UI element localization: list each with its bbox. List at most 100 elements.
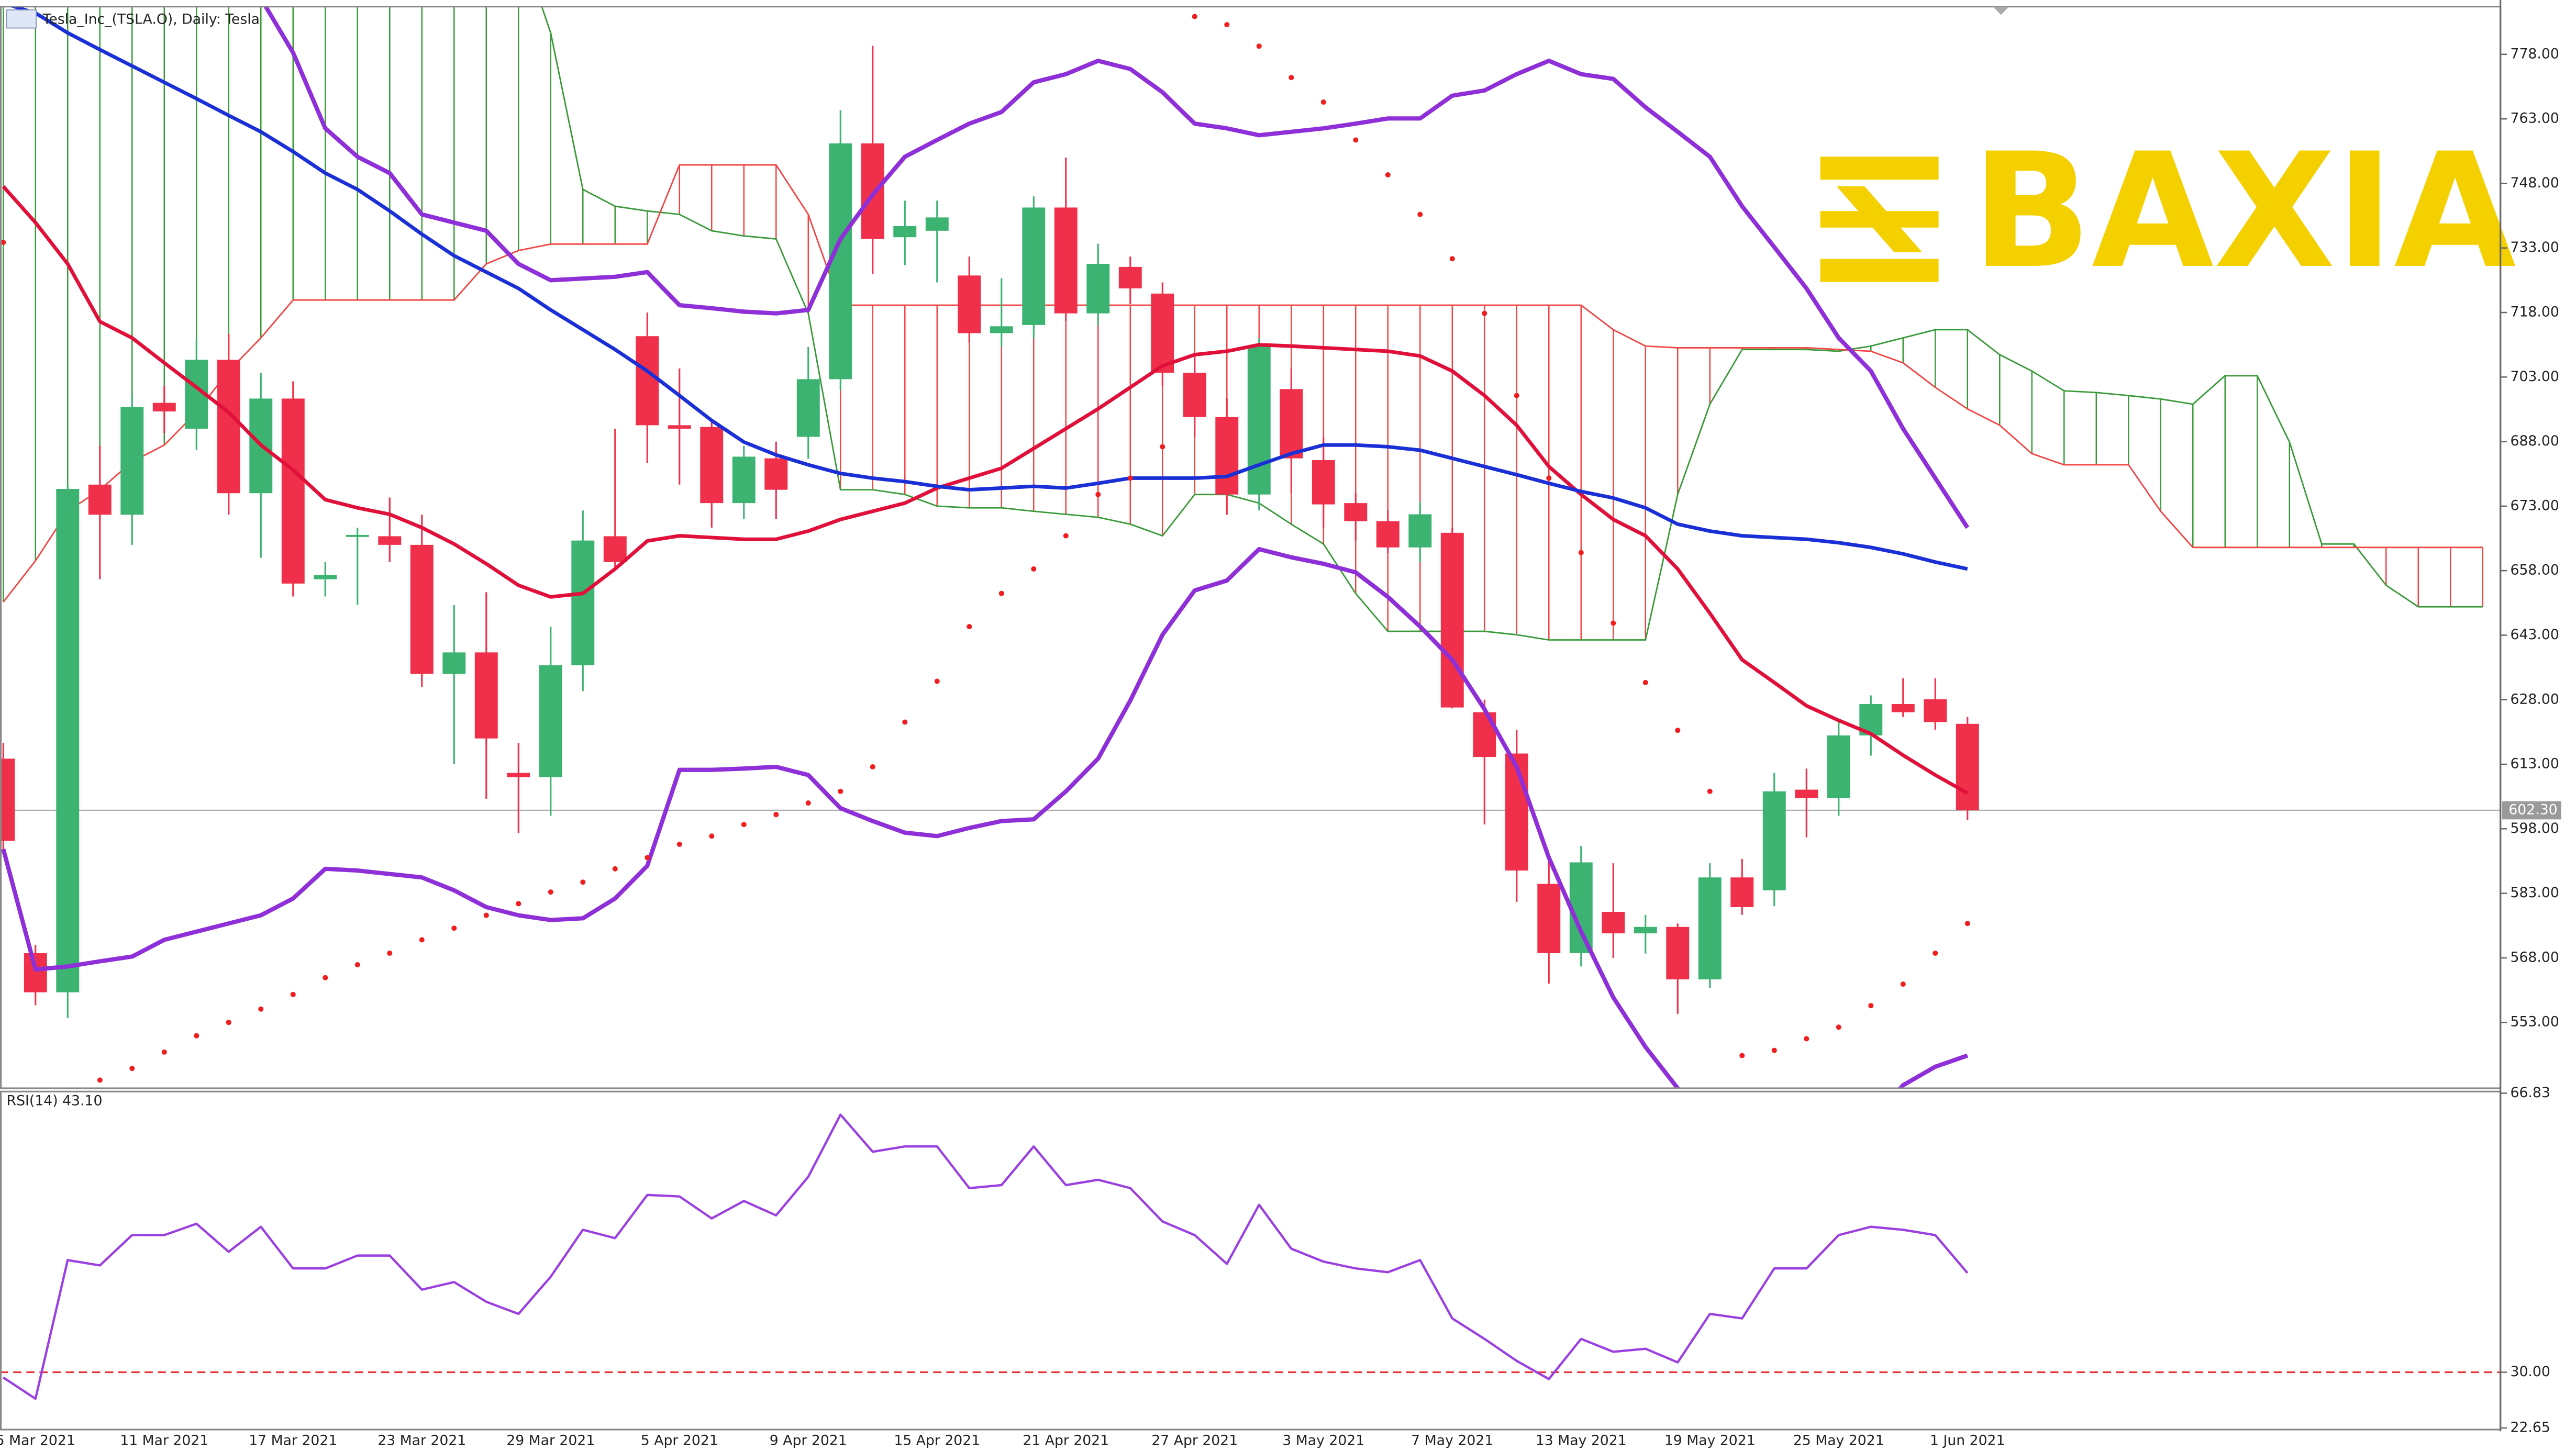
- sar-dot: [1127, 475, 1133, 481]
- sar-dot: [1289, 75, 1294, 81]
- candle-body: [1891, 704, 1915, 712]
- y-tick-label: 778.00: [2510, 46, 2559, 62]
- y-tick-label: 643.00: [2510, 627, 2559, 643]
- sar-dot: [838, 788, 843, 794]
- sar-dot: [1, 239, 6, 245]
- sar-dot: [1417, 211, 1423, 217]
- candle-body: [88, 484, 112, 515]
- candle-body: [1473, 712, 1496, 757]
- sar-dot: [226, 1020, 231, 1025]
- sar-dot: [612, 866, 618, 872]
- y-tick-label: 30.00: [2510, 1364, 2550, 1380]
- sar-dot: [1836, 1024, 1841, 1030]
- y-tick-label: 673.00: [2510, 497, 2559, 514]
- candle-body: [24, 953, 47, 992]
- sar-dot: [934, 678, 940, 684]
- sar-dot: [290, 991, 296, 997]
- candle-body: [1054, 207, 1078, 314]
- candle-body: [1344, 503, 1368, 521]
- sar-dot: [354, 962, 360, 968]
- x-tick-label: 5 Apr 2021: [641, 1433, 718, 1449]
- candle-body: [507, 773, 530, 777]
- candle-body: [571, 540, 595, 666]
- sar-dot: [1224, 22, 1230, 28]
- candle-body: [442, 652, 466, 674]
- candle-body: [700, 427, 724, 504]
- y-tick-label: 763.00: [2510, 110, 2559, 127]
- sar-dot: [741, 822, 747, 828]
- y-tick-label: 628.00: [2510, 691, 2559, 707]
- candle-body: [1602, 911, 1625, 934]
- sar-dot: [1063, 533, 1069, 539]
- candle-body: [120, 407, 144, 515]
- candle-body: [1408, 514, 1432, 548]
- y-tick-label: 703.00: [2510, 369, 2559, 385]
- candle-body: [861, 143, 884, 239]
- sar-dot: [483, 912, 489, 918]
- candle-body: [1312, 460, 1335, 505]
- x-tick-label: 5 Mar 2021: [0, 1433, 75, 1449]
- chart-icon: [6, 9, 37, 29]
- sar-dot: [161, 1049, 167, 1055]
- candle-body: [1280, 389, 1303, 459]
- sar-dot: [1933, 950, 1938, 956]
- sar-dot: [1578, 550, 1584, 555]
- candle-body: [990, 326, 1013, 333]
- y-tick-label: 733.00: [2510, 239, 2559, 255]
- sar-dot: [645, 855, 650, 861]
- candle-body: [0, 758, 15, 841]
- x-tick-label: 11 Mar 2021: [120, 1433, 208, 1449]
- sar-dot: [1707, 788, 1713, 794]
- candle-body: [732, 456, 756, 504]
- candle-body: [1762, 791, 1786, 890]
- candle-body: [474, 652, 498, 739]
- sar-dot: [1642, 679, 1648, 685]
- y-tick-label: 658.00: [2510, 562, 2559, 578]
- indicator-line: [1, 546, 1969, 1088]
- sar-dot: [1256, 43, 1262, 49]
- sar-dot: [1385, 172, 1391, 178]
- candle-body: [1183, 373, 1206, 417]
- sar-dot: [548, 889, 553, 895]
- x-tick-label: 29 Mar 2021: [506, 1433, 595, 1449]
- sar-dot: [870, 764, 875, 770]
- x-tick-label: 13 May 2021: [1536, 1433, 1627, 1449]
- candle-body: [1666, 927, 1690, 980]
- sar-dot: [998, 590, 1004, 596]
- y-tick-label: 718.00: [2510, 304, 2559, 320]
- candle-body: [925, 217, 949, 231]
- sar-dot: [967, 624, 972, 630]
- candle-body: [1827, 735, 1850, 799]
- chart-title: Tesla_Inc_(TSLA.O), Daily: Tesla: [42, 11, 260, 27]
- candle-body: [410, 544, 434, 674]
- sar-dot: [1482, 310, 1487, 316]
- sar-dot: [1031, 566, 1037, 572]
- sar-dot: [258, 1006, 264, 1012]
- sar-dot: [1449, 256, 1455, 262]
- price-panel: [0, 6, 2501, 1088]
- logo-icon: [1820, 157, 1939, 282]
- sar-dot: [1675, 728, 1681, 733]
- candle-body: [378, 536, 402, 545]
- x-tick-label: 25 May 2021: [1793, 1433, 1884, 1449]
- x-tick-label: 19 May 2021: [1664, 1433, 1756, 1449]
- sar-dot: [194, 1033, 199, 1039]
- candle-body: [217, 360, 240, 494]
- sar-dot: [1900, 981, 1906, 987]
- x-tick-label: 27 Apr 2021: [1151, 1433, 1238, 1449]
- x-tick-label: 9 Apr 2021: [770, 1433, 847, 1449]
- indicator-line: [263, 6, 1970, 529]
- sar-dot: [323, 975, 328, 980]
- candle-body: [1022, 207, 1046, 325]
- candle-body: [1698, 877, 1722, 980]
- candle-body: [314, 575, 337, 579]
- sar-dot: [129, 1066, 135, 1071]
- sar-dot: [1192, 14, 1197, 19]
- sar-dot: [773, 812, 779, 818]
- last-price-tag: [2502, 801, 2561, 820]
- candle-body: [1924, 699, 1947, 722]
- sar-dot: [419, 937, 425, 943]
- sar-dot: [676, 841, 682, 847]
- candle-body: [636, 336, 659, 426]
